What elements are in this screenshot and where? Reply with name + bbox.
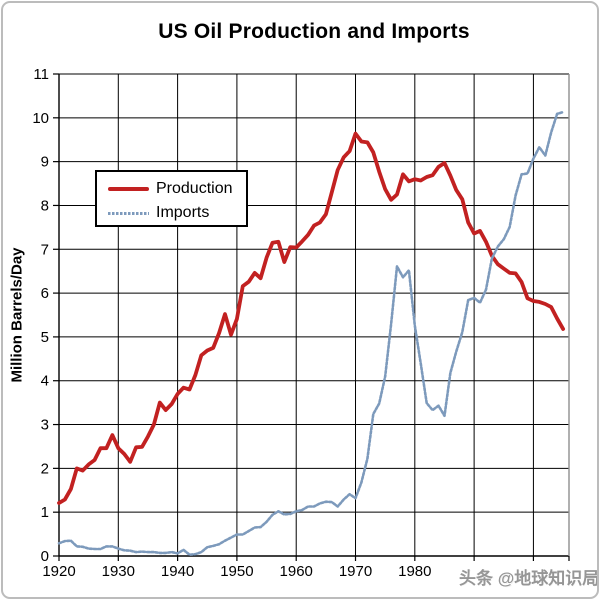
chart-title: US Oil Production and Imports — [158, 20, 470, 43]
y-tick-label: 0 — [41, 548, 49, 565]
x-tick-label: 1970 — [339, 563, 372, 580]
y-tick-label: 9 — [41, 154, 49, 171]
legend-entry-production: Production — [108, 177, 246, 201]
y-tick-label: 7 — [41, 241, 49, 258]
x-tick-label: 1950 — [220, 563, 253, 580]
legend-entry-imports: Imports — [108, 201, 246, 225]
y-tick-label: 6 — [41, 285, 49, 302]
y-axis-label: Million Barrels/Day — [8, 247, 26, 383]
imports-legend-line — [108, 211, 149, 215]
legend: Production Imports — [95, 170, 248, 227]
imports-line — [57, 110, 565, 557]
y-tick-label: 11 — [33, 66, 49, 83]
x-tick-label: 1980 — [398, 563, 431, 580]
x-tick-label: 1940 — [161, 563, 194, 580]
y-tick-label: 8 — [41, 197, 49, 214]
x-tick-label: 1920 — [42, 563, 75, 580]
y-tick-label: 10 — [32, 110, 49, 127]
legend-label-imports: Imports — [156, 204, 210, 221]
y-tick-label: 4 — [41, 373, 49, 390]
legend-label-production: Production — [156, 180, 233, 197]
x-tick-label: 1930 — [102, 563, 135, 580]
production-line — [57, 131, 565, 505]
y-tick-label: 5 — [41, 329, 49, 346]
y-tick-label: 2 — [41, 460, 49, 477]
watermark-text: 头条 @地球知识局 — [459, 569, 600, 588]
x-tick-label: 1960 — [280, 563, 313, 580]
y-tick-label: 1 — [41, 504, 49, 521]
y-tick-label: 3 — [41, 417, 49, 434]
production-legend-line — [108, 187, 149, 191]
